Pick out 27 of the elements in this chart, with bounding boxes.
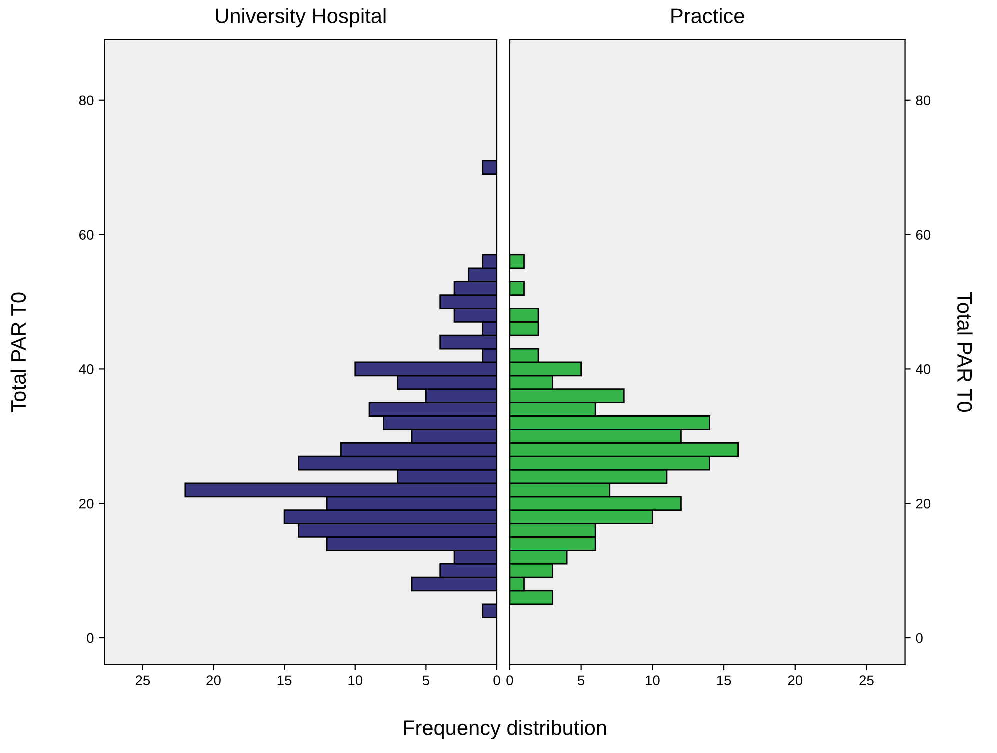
- x-axis-title: Frequency distribution: [404, 720, 606, 740]
- y-axis-title: Total PAR T0: [10, 292, 26, 412]
- y-tick-label: 40: [916, 364, 931, 374]
- x-tick-label: 25: [860, 676, 874, 686]
- x-tick-label: 20: [206, 676, 221, 686]
- y-tick-label: 40: [79, 364, 94, 374]
- y-tick-label: 20: [80, 498, 94, 509]
- x-tick-label: 15: [278, 676, 292, 686]
- chart-title: Practice: [672, 8, 744, 24]
- y-tick-label: 0: [87, 633, 94, 644]
- x-tick-label: 10: [646, 676, 660, 686]
- x-tick-label: 10: [348, 676, 363, 686]
- x-tick-label: 25: [136, 676, 150, 686]
- y-tick-label: 80: [916, 96, 931, 106]
- y-axis-title: Total PAR T0: [958, 292, 973, 412]
- y-tick-label: 0: [916, 633, 923, 644]
- y-tick-label: 60: [80, 230, 94, 240]
- x-tick-label: 5: [422, 676, 430, 686]
- chart-title: University Hospital: [216, 8, 386, 28]
- x-tick-label: 0: [506, 676, 514, 686]
- x-tick-label: 5: [578, 676, 585, 686]
- y-tick-label: 20: [916, 498, 931, 509]
- x-tick-label: 0: [494, 676, 500, 686]
- y-tick-label: 80: [79, 96, 94, 106]
- x-tick-label: 20: [788, 676, 803, 686]
- x-tick-label: 15: [717, 676, 732, 686]
- y-tick-label: 60: [916, 230, 931, 240]
